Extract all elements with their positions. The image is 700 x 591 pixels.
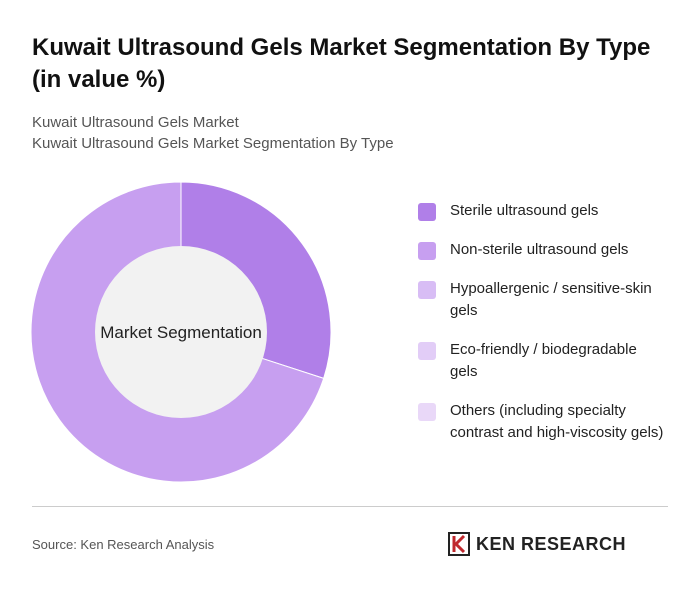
- chart-title: Kuwait Ultrasound Gels Market Segmentati…: [32, 34, 651, 93]
- legend-label: Non-sterile ultrasound gels: [450, 241, 629, 258]
- legend-item: Eco-friendly / biodegradable gels: [418, 339, 678, 383]
- legend-label: Hypoallergenic / sensitive-skin gels: [450, 280, 652, 319]
- donut-chart: Market Segmentation: [30, 181, 332, 483]
- divider: [32, 506, 668, 507]
- legend-item: Hypoallergenic / sensitive-skin gels: [418, 278, 678, 322]
- subtitle: Kuwait Ultrasound Gels Market Segmentati…: [32, 135, 394, 152]
- legend-label: Sterile ultrasound gels: [450, 202, 599, 219]
- center-label: Market Segmentation: [100, 323, 262, 342]
- legend-swatch: [418, 203, 436, 221]
- donut-hole: [95, 246, 267, 418]
- legend-swatch: [418, 242, 436, 260]
- subtitle: Kuwait Ultrasound Gels Market: [32, 114, 239, 131]
- legend-label: Eco-friendly / biodegradable gels: [450, 341, 637, 380]
- legend-label: Others (including specialty contrast and…: [450, 402, 664, 441]
- logo-text: KEN RESEARCH: [476, 533, 627, 554]
- legend-swatch: [418, 342, 436, 360]
- legend-swatch: [418, 281, 436, 299]
- legend-item: Non-sterile ultrasound gels: [418, 239, 678, 261]
- legend-swatch: [418, 403, 436, 421]
- legend: Sterile ultrasound gels Non-sterile ultra…: [418, 200, 678, 461]
- legend-item: Others (including specialty contrast and…: [418, 400, 678, 444]
- logo: KEN RESEARCH: [448, 532, 626, 556]
- logo-icon: [448, 532, 470, 556]
- source: Source: Ken Research Analysis: [32, 537, 215, 552]
- legend-item: Sterile ultrasound gels: [418, 200, 678, 222]
